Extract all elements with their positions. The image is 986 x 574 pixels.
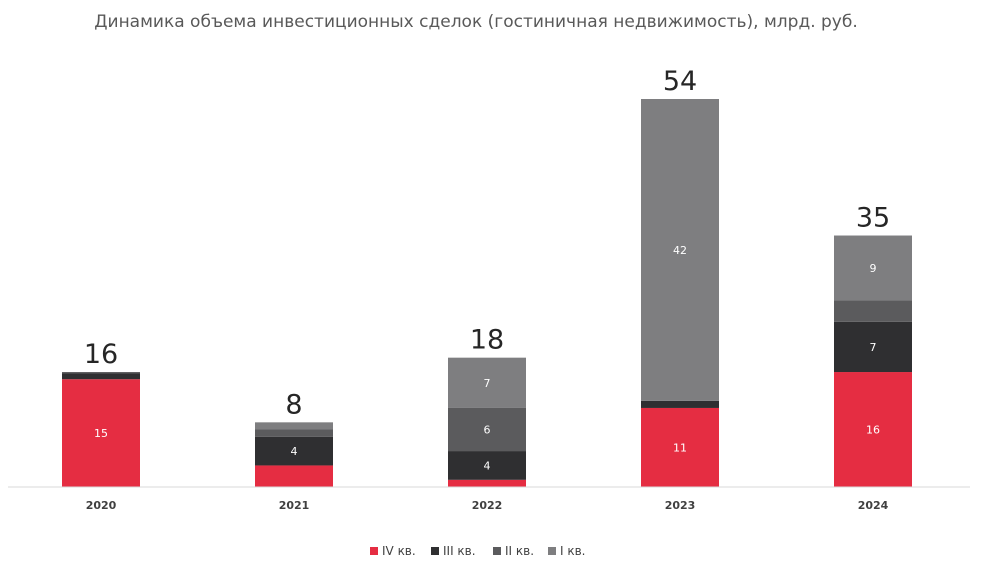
legend-label: IV кв.: [382, 544, 416, 558]
x-axis-labels: 2020 2021 2022 2023 2024: [86, 499, 889, 512]
bar-total-label: 54: [663, 66, 697, 97]
bar-segment-2021-s3: [255, 429, 333, 437]
bar-value-label: 6: [484, 424, 491, 437]
x-tick-label: 2022: [472, 499, 503, 512]
bar-segment-2023-s4: [641, 99, 719, 401]
legend-swatch: [431, 547, 439, 555]
bar-value-label: 11: [673, 441, 687, 454]
bar-segment-2022-s2: [448, 451, 526, 480]
bar-segment-2020-s3: [62, 372, 140, 374]
bar-value-label: 9: [870, 262, 877, 275]
bar-value-label: 7: [484, 377, 491, 390]
x-tick-label: 2021: [279, 499, 310, 512]
bar-total-label: 18: [470, 325, 504, 356]
chart-title: Динамика объема инвестиционных сделок (г…: [94, 12, 858, 32]
legend-swatch: [493, 547, 501, 555]
bar-segment-2024-s2: [834, 321, 912, 373]
bar-value-label: 42: [673, 244, 687, 257]
bar-total-label: 35: [856, 203, 890, 234]
bar-value-label: 7: [870, 341, 877, 354]
bar-segment-2022-s1: [448, 479, 526, 487]
legend-swatch: [370, 547, 378, 555]
bar-segment-2021-s1: [255, 465, 333, 487]
bar-segment-2021-s4: [255, 422, 333, 430]
bar-segment-2024-s3: [834, 300, 912, 322]
bar-segment-2021-s2: [255, 436, 333, 466]
legend-label: III кв.: [443, 544, 476, 558]
bar-total-label: 8: [285, 389, 302, 420]
bar-total-label: 16: [84, 339, 118, 370]
x-tick-label: 2020: [86, 499, 117, 512]
legend-swatch: [548, 547, 556, 555]
bar-value-label: 16: [866, 424, 880, 437]
legend-label: II кв.: [505, 544, 534, 558]
bar-segment-2024-s4: [834, 235, 912, 301]
bar-segment-2022-s3: [448, 407, 526, 452]
bar-value-label: 15: [94, 427, 108, 440]
bar-value-label: 4: [484, 459, 491, 472]
bars-area: 15 16 4 8 4 6 7 18 11 42 54 16 7 9 35: [62, 66, 912, 487]
x-tick-label: 2023: [665, 499, 696, 512]
legend-label: I кв.: [560, 544, 586, 558]
bar-segment-2023-s1: [641, 407, 719, 487]
x-tick-label: 2024: [858, 499, 889, 512]
legend: IV кв. III кв. II кв. I кв.: [370, 544, 586, 558]
bar-segment-2022-s4: [448, 357, 526, 408]
bar-value-label: 4: [291, 445, 298, 458]
bar-segment-2020-s1: [62, 379, 140, 487]
bar-segment-2024-s1: [834, 372, 912, 487]
bar-segment-2020-s2: [62, 373, 140, 380]
bar-segment-2023-s2: [641, 400, 719, 408]
